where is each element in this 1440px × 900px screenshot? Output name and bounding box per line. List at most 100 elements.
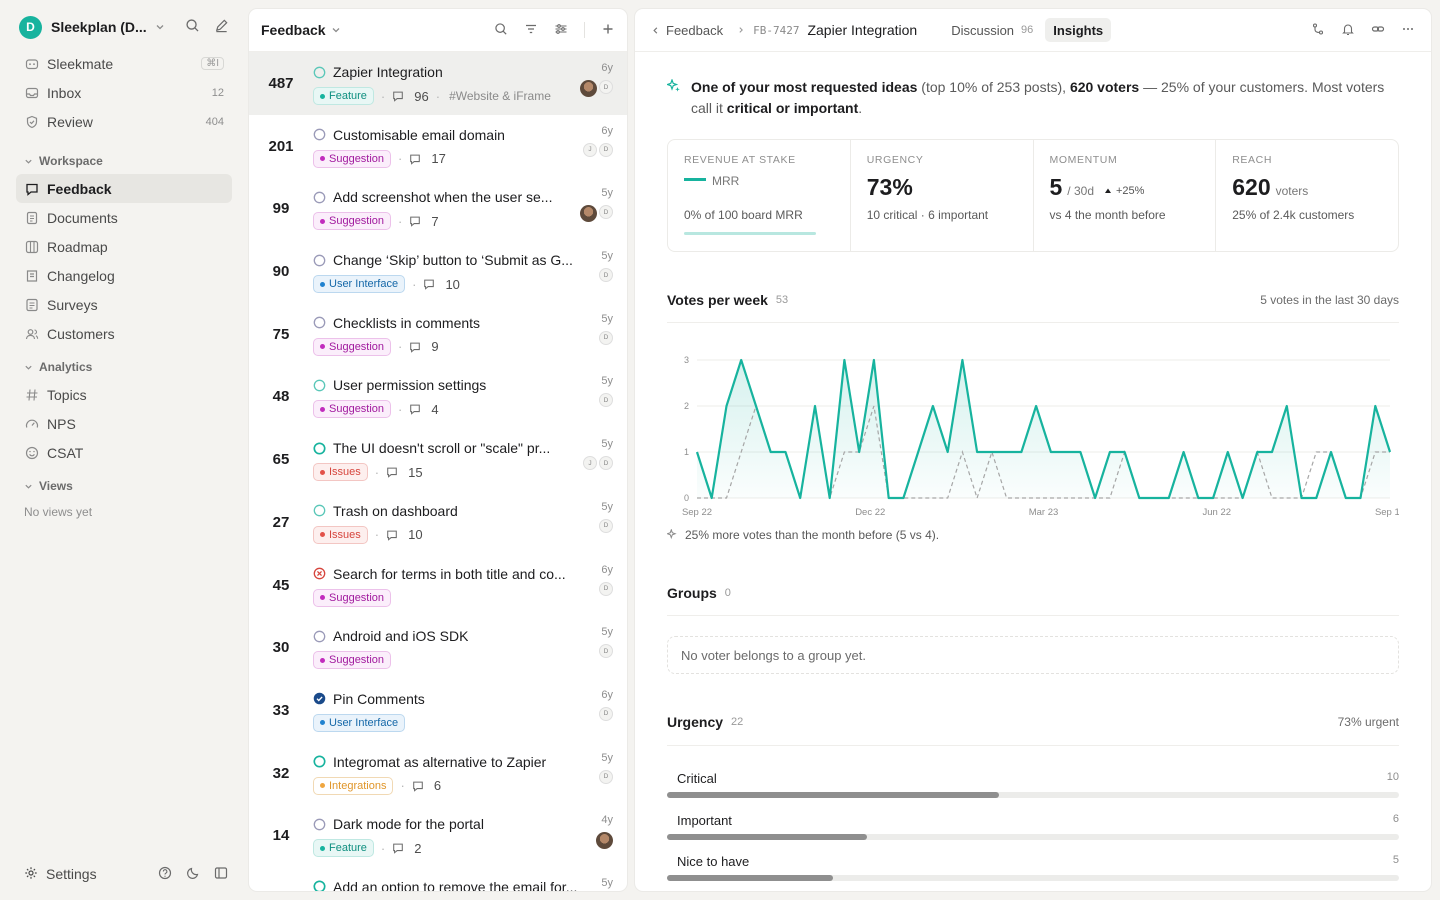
nav-item-sleekmate[interactable]: Sleekmate ⌘I: [16, 49, 232, 78]
hashtag[interactable]: #Website & iFrame: [449, 89, 551, 103]
comment-count-value: 2: [414, 840, 422, 856]
feedback-row[interactable]: 201 Customisable email domain Suggestion…: [249, 115, 627, 178]
search-icon[interactable]: [185, 18, 200, 36]
tag-badge[interactable]: Suggestion: [313, 337, 392, 356]
section-workspace[interactable]: Workspace: [16, 148, 232, 174]
workspace-switcher[interactable]: D Sleekplan (D...: [19, 15, 229, 39]
vote-count[interactable]: 14: [272, 827, 290, 845]
nav-item-nps[interactable]: NPS: [16, 409, 232, 438]
feedback-row[interactable]: 90 Change ‘Skip’ button to ‘Submit as G.…: [249, 240, 627, 303]
tag-badge[interactable]: Feature: [313, 839, 374, 858]
sidebar-toggle-icon[interactable]: [214, 866, 228, 883]
status-open-icon[interactable]: [313, 379, 326, 392]
vote-count[interactable]: 90: [272, 263, 290, 281]
status-rejected-icon[interactable]: [313, 567, 326, 580]
nav-item-review[interactable]: Review 404: [16, 107, 232, 136]
more-icon[interactable]: [1401, 22, 1415, 39]
section-views[interactable]: Views: [16, 473, 232, 499]
nav-item-roadmap[interactable]: Roadmap: [16, 232, 232, 261]
tag-badge[interactable]: Suggestion: [313, 651, 392, 670]
vote-count[interactable]: 48: [272, 388, 290, 406]
feedback-row[interactable]: 48 User permission settings Suggestion · 4…: [249, 365, 627, 428]
status-progress-icon[interactable]: [313, 755, 326, 768]
moon-icon[interactable]: [186, 866, 200, 883]
status-progress-icon[interactable]: [313, 880, 326, 891]
feedback-row[interactable]: 75 Checklists in comments Suggestion · 9 5…: [249, 303, 627, 366]
section-label: Analytics: [39, 360, 93, 374]
section-analytics[interactable]: Analytics: [16, 354, 232, 380]
vote-count[interactable]: 30: [272, 639, 290, 657]
compose-icon[interactable]: [214, 18, 229, 36]
stat-sub: 10 critical · 6 important: [866, 208, 989, 222]
feedback-row[interactable]: 30 Android and iOS SDK Suggestion 5y D: [249, 616, 627, 679]
nav-item-csat[interactable]: CSAT: [16, 438, 232, 467]
nav-item-customers[interactable]: Customers: [16, 319, 232, 348]
help-icon[interactable]: [158, 866, 172, 883]
tag-badge[interactable]: Suggestion: [313, 212, 392, 231]
status-progress-icon[interactable]: [313, 442, 326, 455]
status-open-icon[interactable]: [313, 504, 326, 517]
feedback-row[interactable]: 32 Integromat as alternative to Zapier I…: [249, 742, 627, 805]
tag-badge[interactable]: Issues: [313, 525, 368, 544]
nav-item-changelog[interactable]: Changelog: [16, 261, 232, 290]
chevron-left-icon[interactable]: [651, 26, 660, 35]
filter-icon[interactable]: [524, 22, 538, 39]
nav-item-surveys[interactable]: Surveys: [16, 290, 232, 319]
sparkle-icon: [667, 529, 677, 540]
tag-badge[interactable]: Suggestion: [313, 400, 392, 419]
breadcrumb-root[interactable]: Feedback: [666, 22, 724, 38]
status-planned-icon[interactable]: [313, 316, 326, 329]
tag-badge[interactable]: Feature: [313, 87, 374, 105]
nav-item-documents[interactable]: Documents: [16, 203, 232, 232]
settings-link[interactable]: Settings: [46, 866, 97, 882]
tab-insights[interactable]: Insights: [1045, 18, 1112, 42]
vote-count[interactable]: 65: [272, 451, 290, 469]
nav-item-topics[interactable]: Topics: [16, 380, 232, 409]
feedback-row[interactable]: 45 Search for terms in both title and co…: [249, 554, 627, 617]
vote-count[interactable]: 487: [268, 75, 294, 92]
feedback-row[interactable]: 14 Dark mode for the portal Feature · 2 4y: [249, 804, 627, 867]
vote-count[interactable]: 99: [272, 200, 290, 218]
status-planned-icon[interactable]: [313, 630, 326, 643]
status-open-icon[interactable]: [313, 66, 326, 79]
tag-badge[interactable]: Integrations: [313, 776, 394, 795]
tag-badge[interactable]: Issues: [313, 463, 368, 482]
tag-badge[interactable]: User Interface: [313, 275, 406, 294]
feedback-row[interactable]: Add an option to remove the email for...…: [249, 867, 627, 891]
status-done-icon[interactable]: [313, 692, 326, 705]
urgency-count: 10: [1386, 771, 1399, 783]
bell-icon[interactable]: [1341, 22, 1355, 39]
chevron-down-icon[interactable]: [331, 25, 341, 35]
nav-item-inbox[interactable]: Inbox 12: [16, 78, 232, 107]
tab-label: Insights: [1053, 22, 1104, 38]
status-planned-icon[interactable]: [313, 128, 326, 141]
list-title[interactable]: Feedback: [261, 22, 326, 38]
feedback-title: Search for terms in both title and co...: [333, 565, 566, 582]
vote-count[interactable]: 45: [272, 576, 290, 594]
tag-badge[interactable]: Suggestion: [313, 149, 392, 168]
vote-count[interactable]: 27: [272, 513, 290, 531]
vote-count[interactable]: 75: [272, 325, 290, 343]
search-icon[interactable]: [494, 22, 508, 39]
link-icon[interactable]: [1371, 22, 1385, 39]
feedback-row[interactable]: 65 The UI doesn't scroll or "scale" pr..…: [249, 428, 627, 491]
add-icon[interactable]: [601, 22, 615, 39]
gear-icon[interactable]: [24, 866, 38, 883]
feedback-row[interactable]: 27 Trash on dashboard Issues · 10 5y D: [249, 491, 627, 554]
status-planned-icon[interactable]: [313, 818, 326, 831]
status-planned-icon[interactable]: [313, 191, 326, 204]
vote-count[interactable]: 32: [272, 764, 290, 782]
feedback-row[interactable]: 487 Zapier Integration Feature · 96 · #Websi…: [249, 52, 627, 115]
feedback-row[interactable]: 99 Add screenshot when the user se... Su…: [249, 177, 627, 240]
feedback-row[interactable]: 33 Pin Comments User Interface 6y D: [249, 679, 627, 742]
tab-discussion[interactable]: Discussion 96: [943, 18, 1041, 42]
sliders-icon[interactable]: [554, 22, 568, 39]
vote-count[interactable]: 201: [268, 137, 294, 155]
tag-badge[interactable]: User Interface: [313, 713, 406, 732]
status-planned-icon[interactable]: [313, 254, 326, 267]
tag-badge[interactable]: Suggestion: [313, 588, 392, 607]
vote-count[interactable]: 33: [272, 701, 290, 719]
comment-count-value: 10: [445, 276, 460, 292]
nav-item-feedback[interactable]: Feedback: [16, 174, 232, 203]
branch-icon[interactable]: [1311, 22, 1325, 39]
